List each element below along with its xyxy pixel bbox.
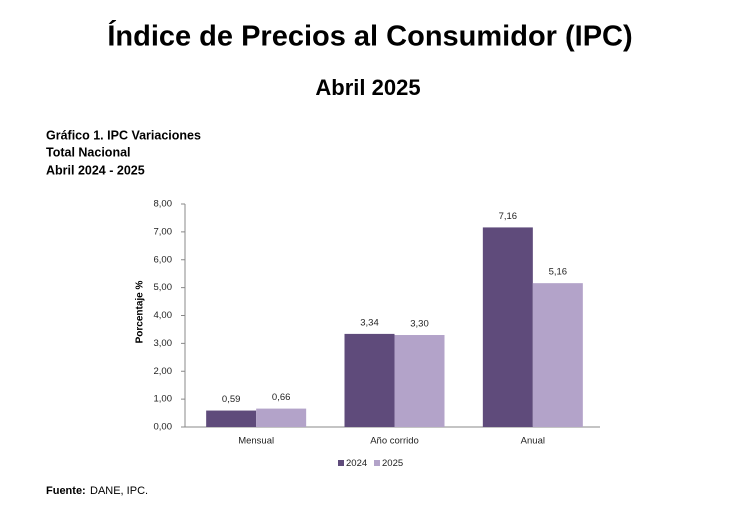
y-tick-label: 3,00 (154, 338, 173, 349)
value-label: 0,66 (272, 392, 291, 403)
value-label: 3,30 (410, 319, 429, 330)
y-tick-label: 6,00 (154, 254, 173, 265)
chart-title: Total Nacional (46, 145, 131, 159)
x-tick-label: Anual (521, 436, 545, 447)
y-tick-label: 4,00 (154, 310, 173, 321)
page-subtitle: Abril 2025 (315, 75, 420, 100)
bar (206, 410, 257, 427)
x-tick-label: Año corrido (370, 436, 419, 447)
chart-title: Gráfico 1. IPC Variaciones (46, 128, 201, 142)
value-label: 5,16 (549, 267, 568, 278)
value-label: 7,16 (499, 211, 518, 222)
legend-label: 2024 (346, 458, 367, 469)
legend-swatch (374, 460, 380, 466)
y-tick-label: 2,00 (154, 366, 173, 377)
chart-title: Abril 2024 - 2025 (46, 163, 145, 177)
y-tick-label: 0,00 (154, 422, 173, 433)
value-label: 3,34 (360, 317, 379, 328)
bar (394, 335, 445, 427)
y-tick-label: 8,00 (154, 199, 173, 210)
value-label: 0,59 (222, 394, 241, 405)
y-tick-label: 5,00 (154, 282, 173, 293)
legend-label: 2025 (382, 458, 403, 469)
bar (482, 227, 533, 427)
bar (256, 408, 307, 427)
source: DANE, IPC. (90, 485, 148, 497)
legend-swatch (338, 460, 344, 466)
y-tick-label: 1,00 (154, 394, 173, 405)
y-tick-label: 7,00 (154, 226, 173, 237)
source-label: Fuente: (46, 485, 86, 497)
bar (532, 283, 583, 427)
page-title: Índice de Precios al Consumidor (IPC) (107, 19, 632, 53)
y-axis-label: Porcentaje % (135, 280, 146, 343)
x-tick-label: Mensual (238, 436, 274, 447)
bar (344, 333, 395, 427)
